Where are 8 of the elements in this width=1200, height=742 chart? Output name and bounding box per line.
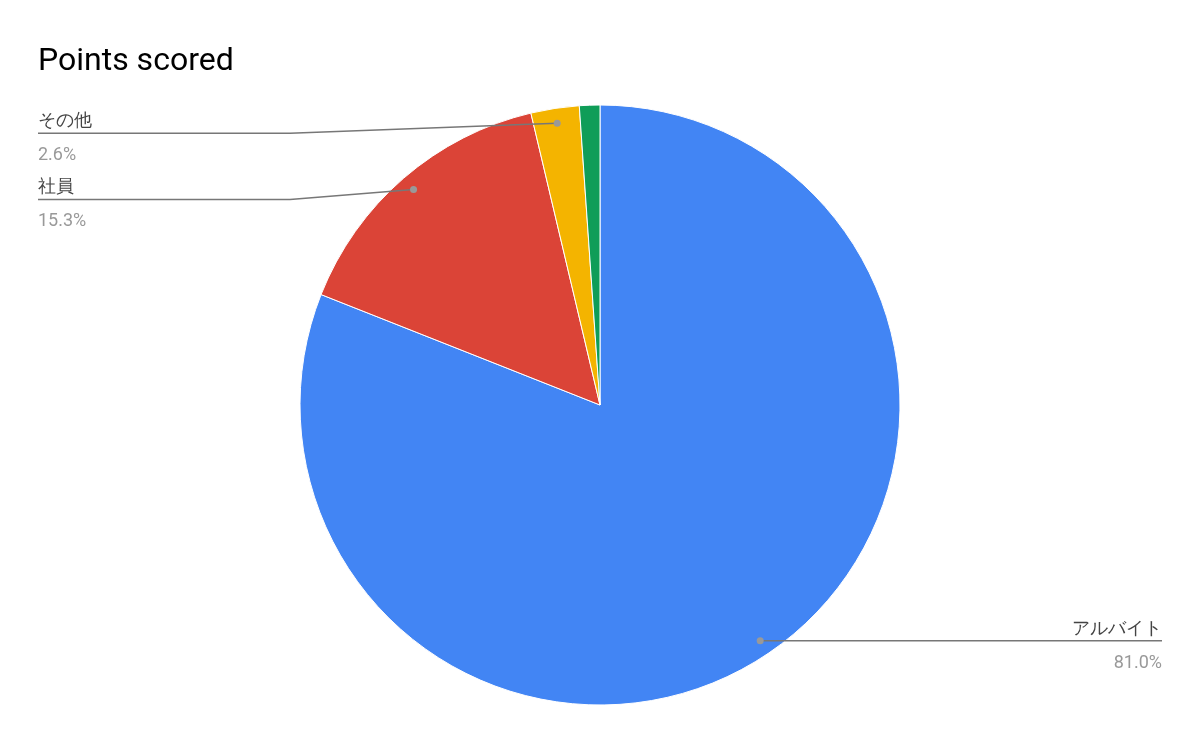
slice-label: 社員 [38,175,74,197]
data-label: 2.6% [38,143,77,165]
pie-slice [299,104,901,706]
slice-label: その他 [38,109,92,131]
data-label: 81.0% [1113,650,1162,672]
data-label: 15.3% [38,209,87,231]
chart-title: Points scored [38,40,234,78]
slice-label: アルバイト [1072,616,1162,638]
